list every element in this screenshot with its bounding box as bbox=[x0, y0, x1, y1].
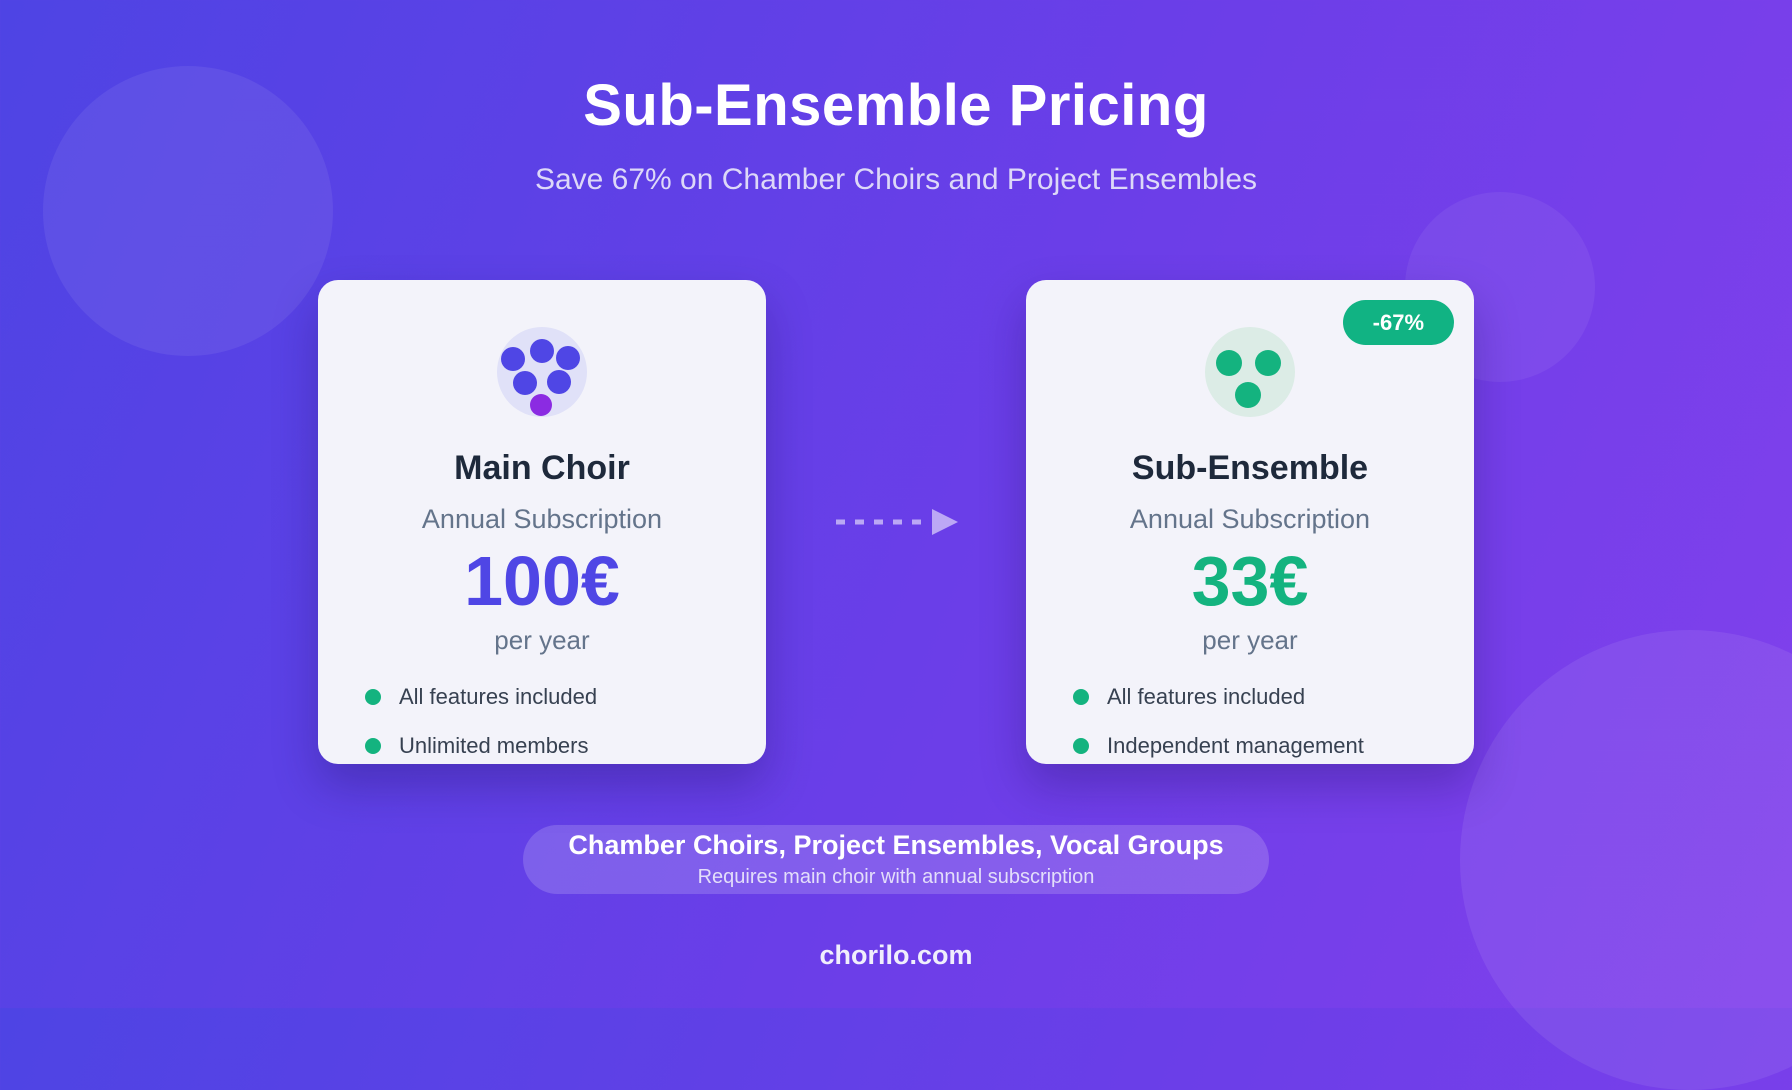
discount-badge: -67% bbox=[1342, 300, 1454, 345]
feature-item: All features included bbox=[365, 684, 766, 710]
feature-label: Unlimited members bbox=[399, 732, 589, 758]
banner-subtitle: Requires main choir with annual subscrip… bbox=[697, 866, 1095, 888]
bullet-dot-icon bbox=[365, 737, 381, 754]
bullet-dot-icon bbox=[365, 688, 381, 705]
pricing-card-main-choir: Main Choir Annual Subscription 100€ per … bbox=[318, 280, 766, 764]
feature-item: All features included bbox=[1073, 684, 1474, 710]
price-period: per year bbox=[1202, 624, 1298, 655]
dashed-arrow-right-icon bbox=[836, 509, 958, 535]
price-value: 33€ bbox=[1191, 542, 1309, 620]
page-subtitle: Save 67% on Chamber Choirs and Project E… bbox=[534, 163, 1258, 196]
pricing-card-sub-ensemble: -67% Sub-Ensemble Annual Subscription 33… bbox=[1026, 280, 1474, 764]
feature-label: All features included bbox=[399, 683, 598, 709]
bullet-dot-icon bbox=[1073, 688, 1089, 705]
sub-ensemble-cluster-icon bbox=[1205, 327, 1295, 417]
info-banner: Chamber Choirs, Project Ensembles, Vocal… bbox=[523, 825, 1269, 894]
banner-title: Chamber Choirs, Project Ensembles, Vocal… bbox=[568, 830, 1224, 860]
pricing-cards-row: Main Choir Annual Subscription 100€ per … bbox=[0, 280, 1792, 764]
feature-label: Independent management bbox=[1107, 732, 1364, 758]
page-header: Sub-Ensemble Pricing Save 67% on Chamber… bbox=[0, 0, 1792, 197]
main-choir-cluster-icon bbox=[497, 327, 587, 417]
bullet-dot-icon bbox=[1073, 737, 1089, 754]
plan-label: Annual Subscription bbox=[1129, 504, 1371, 534]
arrow-gap bbox=[766, 280, 1026, 764]
price-value: 100€ bbox=[464, 542, 620, 620]
feature-list: All features included Unlimited members bbox=[318, 684, 766, 782]
card-title: Sub-Ensemble bbox=[1131, 449, 1369, 487]
price-period: per year bbox=[494, 624, 590, 655]
feature-item: Independent management bbox=[1073, 733, 1474, 759]
site-domain: chorilo.com bbox=[819, 940, 973, 970]
plan-label: Annual Subscription bbox=[421, 504, 663, 534]
card-title: Main Choir bbox=[454, 449, 630, 487]
page-title: Sub-Ensemble Pricing bbox=[583, 73, 1209, 138]
feature-label: All features included bbox=[1107, 683, 1306, 709]
feature-list: All features included Independent manage… bbox=[1026, 684, 1474, 782]
feature-item: Unlimited members bbox=[365, 733, 766, 759]
